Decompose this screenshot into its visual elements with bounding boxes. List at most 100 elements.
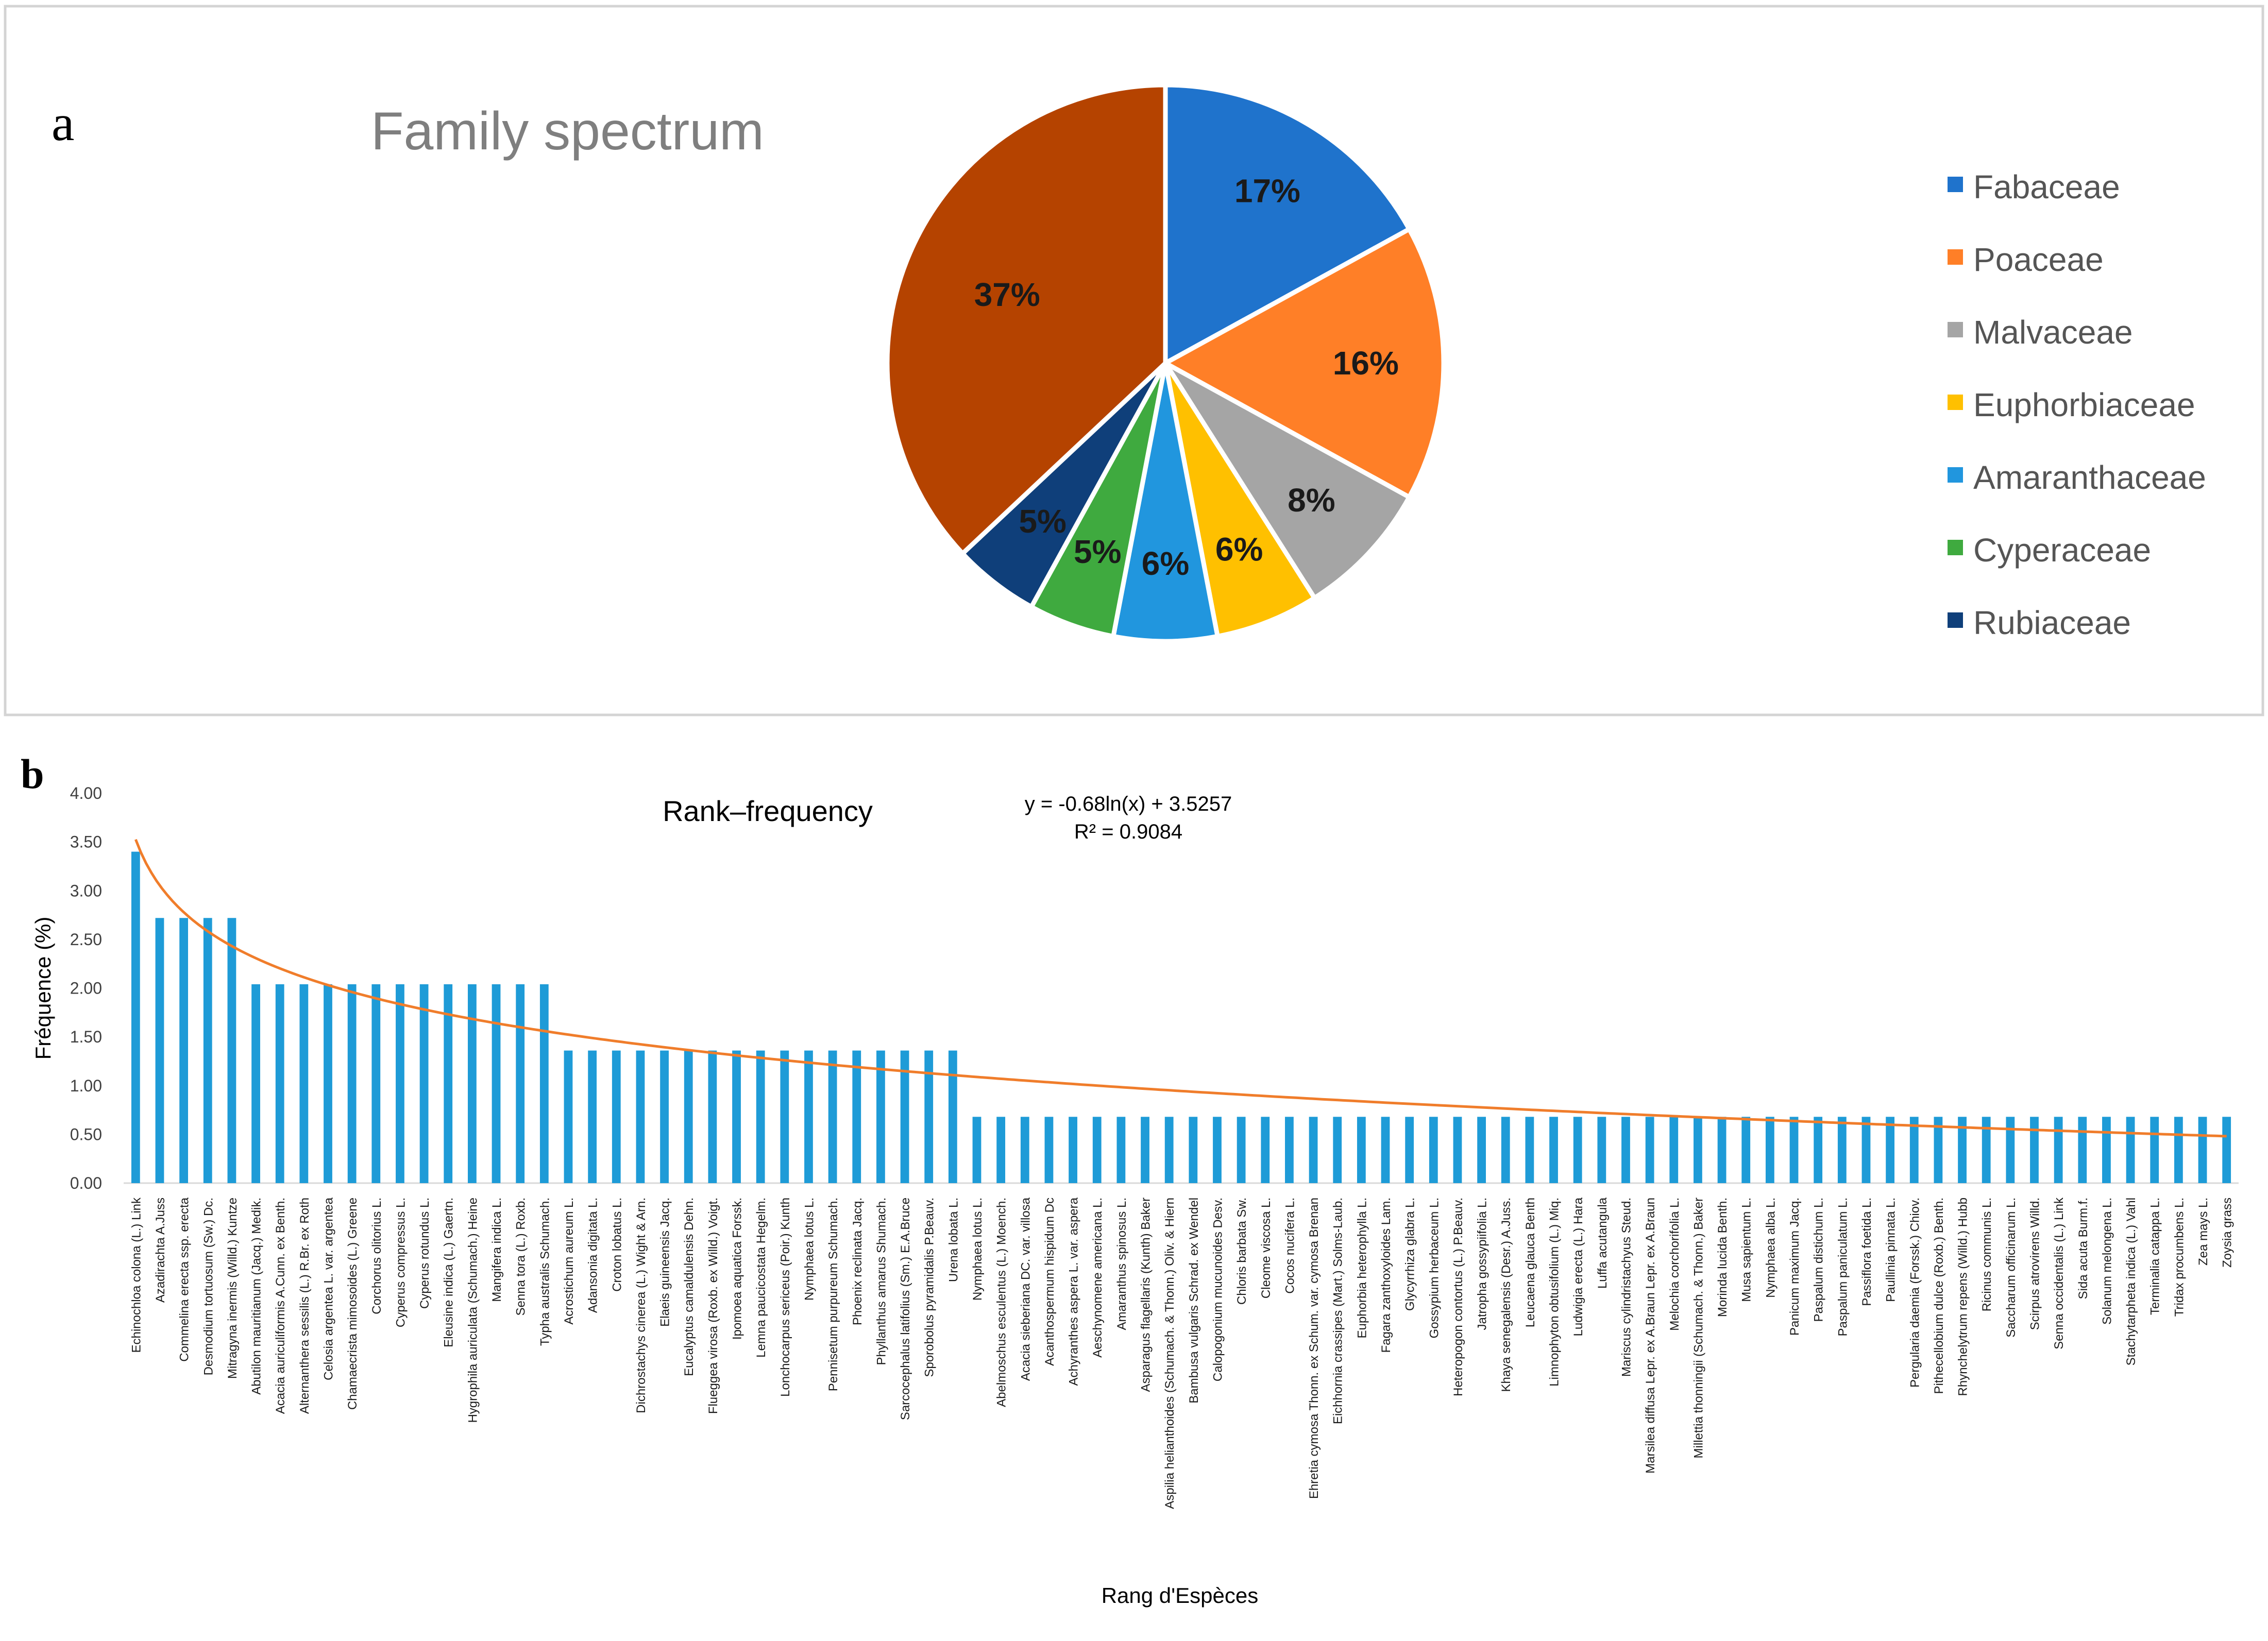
bar [324,984,332,1183]
bar [636,1050,645,1183]
bar [1261,1117,1270,1183]
bar-chart-title: Rank–frequency [663,795,873,827]
bar [924,1050,934,1183]
panel-a-letter: a [52,94,74,151]
bar [1189,1117,1198,1183]
bar [251,984,260,1183]
x-tick-label: Hygrophila auriculata (Schumach.) Heine [466,1198,480,1423]
x-tick-label: Sarcocephalus latifolius (Sm.) E.A.Bruce [899,1198,912,1420]
x-tick-label: Ehretia cymosa Thonn. ex Schum. var. cym… [1307,1198,1321,1499]
x-tick-label: Pergularia daemia (Forssk.) Chiov. [1908,1198,1922,1388]
pie-data-label: 8% [1288,482,1335,519]
bar [419,984,429,1183]
bar [2054,1117,2063,1183]
legend-entry: Euphorbiaceae [1973,386,2195,423]
x-tick-label: Typha australis Schumach. [538,1198,552,1346]
x-tick-label: Euphorbia heterophylla L. [1355,1198,1369,1339]
bar [1453,1117,1462,1183]
pie-data-label: 6% [1215,531,1263,568]
bar [1861,1117,1871,1183]
x-tick-label: Tridax procumbens L. [2172,1198,2186,1317]
x-tick-label: Abelmoschus esculentus (L.) Moench. [995,1198,1009,1407]
bar [2150,1117,2159,1183]
bar [1477,1117,1486,1183]
legend-swatch [1948,177,1963,192]
bar [588,1050,597,1183]
bar [972,1117,981,1183]
x-tick-label: Morinda lucida Benth. [1716,1198,1730,1317]
bar [2222,1117,2231,1183]
bar [996,1117,1006,1183]
bar [2102,1117,2111,1183]
bar [227,918,236,1183]
bar [1982,1117,1991,1183]
bar [1429,1117,1438,1183]
bar [1405,1117,1414,1183]
bar [179,918,189,1183]
x-tick-label: Solanum melongena L. [2100,1198,2114,1325]
x-tick-label: Croton lobatus L. [610,1198,624,1292]
bar [1285,1117,1294,1183]
x-tick-label: Acrostichum aureum L. [562,1198,576,1325]
x-tick-label: Fagara zanthoxyloides Lam. [1379,1198,1393,1353]
x-tick-label: Cleome viscosa L. [1259,1198,1273,1298]
legend-swatch [1948,395,1963,410]
pie-slice-malvaceae [1163,361,1413,602]
pie-data-label: 5% [1074,533,1122,570]
legend-entry: Amaranthaceae [1973,459,2206,496]
x-tick-label: Ipomoea aquatica Forssk. [731,1198,744,1340]
bar [516,984,525,1183]
bar [1717,1117,1727,1183]
x-tick-label: Eichhornia crassipes (Mart.) Solms-Laub. [1331,1198,1345,1424]
bar [1116,1117,1126,1183]
x-tick-label: Senna tora (L.) Roxb. [514,1198,528,1315]
legend-entry: Poaceae [1973,241,2104,278]
x-tick-label: Phoenix reclinata Jacq. [851,1198,865,1325]
bar [708,1050,717,1183]
bar [564,1050,573,1183]
x-tick-label: Aeschynomene americana L. [1091,1198,1105,1358]
x-tick-label: Ludwigia erecta (L.) Hara [1571,1197,1585,1336]
bar [1381,1117,1390,1183]
bar [1694,1117,1702,1183]
pie-data-label: 6% [1142,545,1190,582]
pie-slice-euphorbiaceae [1163,362,1318,639]
bar [539,984,549,1183]
bar [852,1050,861,1183]
x-tick-label: Marsilea diffusa Lepr. ex A.Braun Lepr. … [1644,1198,1657,1474]
x-tick-label: Acacia auriculiformis A.Cunn. ex Benth. [274,1198,287,1414]
bar [1958,1117,1967,1183]
x-tick-label: Sporobolus pyramidalis P.Beauv. [923,1198,937,1377]
x-tick-label: Adansonia digitata L. [586,1198,600,1313]
x-tick-label: Lonchocarpus sericeus (Poir.) Kunth [778,1198,792,1397]
bar [1549,1117,1558,1183]
y-tick-label: 3.50 [70,833,102,851]
bar [732,1050,741,1183]
x-tick-label: Azadirachta A.Juss [154,1198,167,1303]
pie-data-label: 16% [1333,345,1399,382]
trendline-equation: y = -0.68ln(x) + 3.5257 [1025,793,1232,815]
bar [2126,1117,2135,1183]
bar [1141,1117,1149,1183]
bar [684,1050,693,1183]
bar [1213,1117,1222,1183]
pie-data-label: 17% [1234,172,1300,209]
x-tick-label: Paspalum distichum L. [1812,1198,1826,1322]
x-tick-label: Corchorus olitorius L. [370,1198,384,1314]
x-tick-label: Scirpus atrovirens Willd. [2028,1198,2042,1330]
x-tick-label: Heteropogon contortus (L.) P.Beauv. [1451,1198,1465,1396]
bar [1741,1117,1751,1183]
y-tick-label: 1.50 [70,1028,102,1046]
x-tick-label: Amaranthus spinosus L. [1115,1198,1129,1330]
bar [1069,1117,1077,1183]
pie-chart: 17% 16% 8% 6% 6% 5%5% 37% [885,82,1446,644]
bar [1092,1117,1102,1183]
bar [2174,1117,2183,1183]
bar [876,1050,885,1183]
bar [828,1050,837,1183]
pie-slice-other [885,82,1168,557]
bar [1501,1117,1510,1183]
bar [2006,1117,2015,1183]
bar [1621,1117,1630,1183]
x-tick-label: Ricinus communis L. [1980,1198,1994,1311]
